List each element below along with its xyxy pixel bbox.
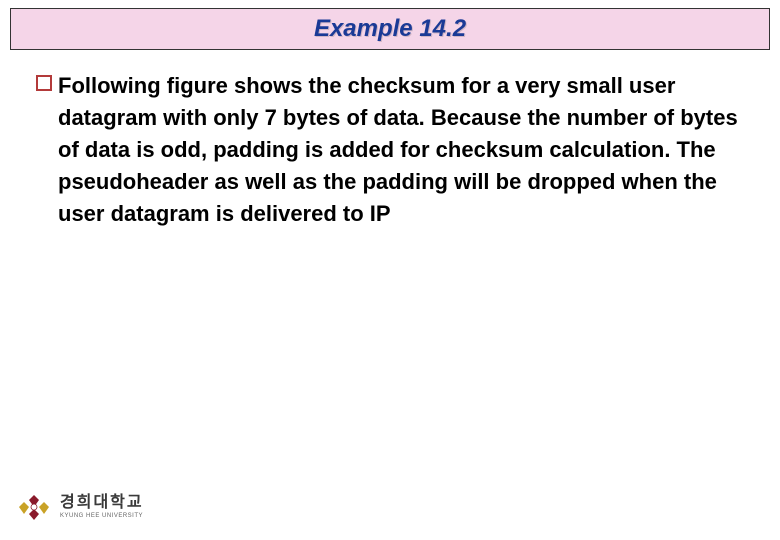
logo-korean: 경희대학교 bbox=[60, 495, 144, 511]
bullet-text: Following figure shows the checksum for … bbox=[58, 70, 740, 229]
logo-english: KYUNG HEE UNIVERSITY bbox=[60, 513, 144, 519]
bullet-item: Following figure shows the checksum for … bbox=[36, 70, 740, 229]
title-bar: Example 14.2 bbox=[10, 8, 770, 50]
content-area: Following figure shows the checksum for … bbox=[36, 70, 740, 229]
slide-title: Example 14.2 bbox=[314, 15, 466, 43]
emblem-icon bbox=[16, 492, 52, 522]
logo-text: 경희대학교 KYUNG HEE UNIVERSITY bbox=[60, 495, 144, 519]
university-logo: 경희대학교 KYUNG HEE UNIVERSITY bbox=[16, 492, 144, 522]
square-bullet-icon bbox=[36, 75, 52, 91]
